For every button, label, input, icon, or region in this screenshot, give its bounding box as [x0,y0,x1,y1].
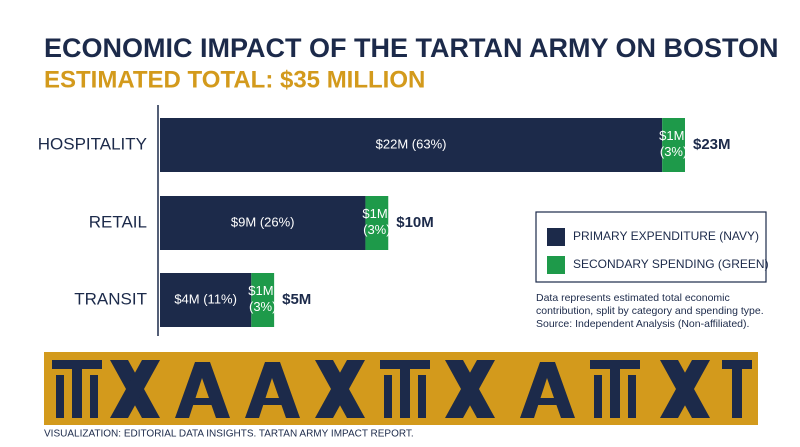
total-label: $10M [396,214,434,231]
footer: VISUALIZATION: EDITORIAL DATA INSIGHTS. … [44,429,414,440]
segment-label: $1M (3%) [659,129,688,160]
bar-segment [365,196,389,250]
category-label: RETAIL [89,212,147,231]
bar-segment [251,273,275,327]
bar-segment [160,118,663,172]
bar-segment [160,273,252,327]
legend-box [535,211,767,283]
legend-swatch [547,228,565,246]
note: contribution, split by category and spen… [536,305,764,317]
note: Data represents estimated total economic [536,292,730,304]
segment-label-line: $1M [362,207,391,222]
segment-label: $1M (3%) [248,284,277,315]
segment-label-line: $1M [659,129,688,144]
category-label: TRANSIT [74,289,147,308]
segment-label-line: (3%) [660,144,687,159]
banner [44,352,758,425]
segment-label: $1M (3%) [362,207,391,238]
legend-label: SECONDARY SPENDING (GREEN) [573,257,769,271]
segment-label-line: (3%) [249,299,276,314]
segment-label: $22M (63%) [376,136,447,151]
category-label: HOSPITALITY [38,134,147,153]
chart-subtitle: ESTIMATED TOTAL: $35 MILLION [44,66,425,93]
bar-segment [160,196,366,250]
total-label: $23M [693,136,731,153]
segment-label-line: (3%) [363,222,390,237]
segment-label-line: $1M [248,284,277,299]
legend-label: PRIMARY EXPENDITURE (NAVY) [573,229,759,243]
bar-segment [662,118,685,172]
segment-label: $4M (11%) [174,291,237,306]
legend-swatch [547,256,565,274]
note: Source: Independent Analysis (Non-affili… [536,318,749,330]
total-label: $5M [282,291,311,308]
chart-title: ECONOMIC IMPACT OF THE TARTAN ARMY ON BO… [44,33,778,63]
segment-label: $9M (26%) [231,214,295,229]
